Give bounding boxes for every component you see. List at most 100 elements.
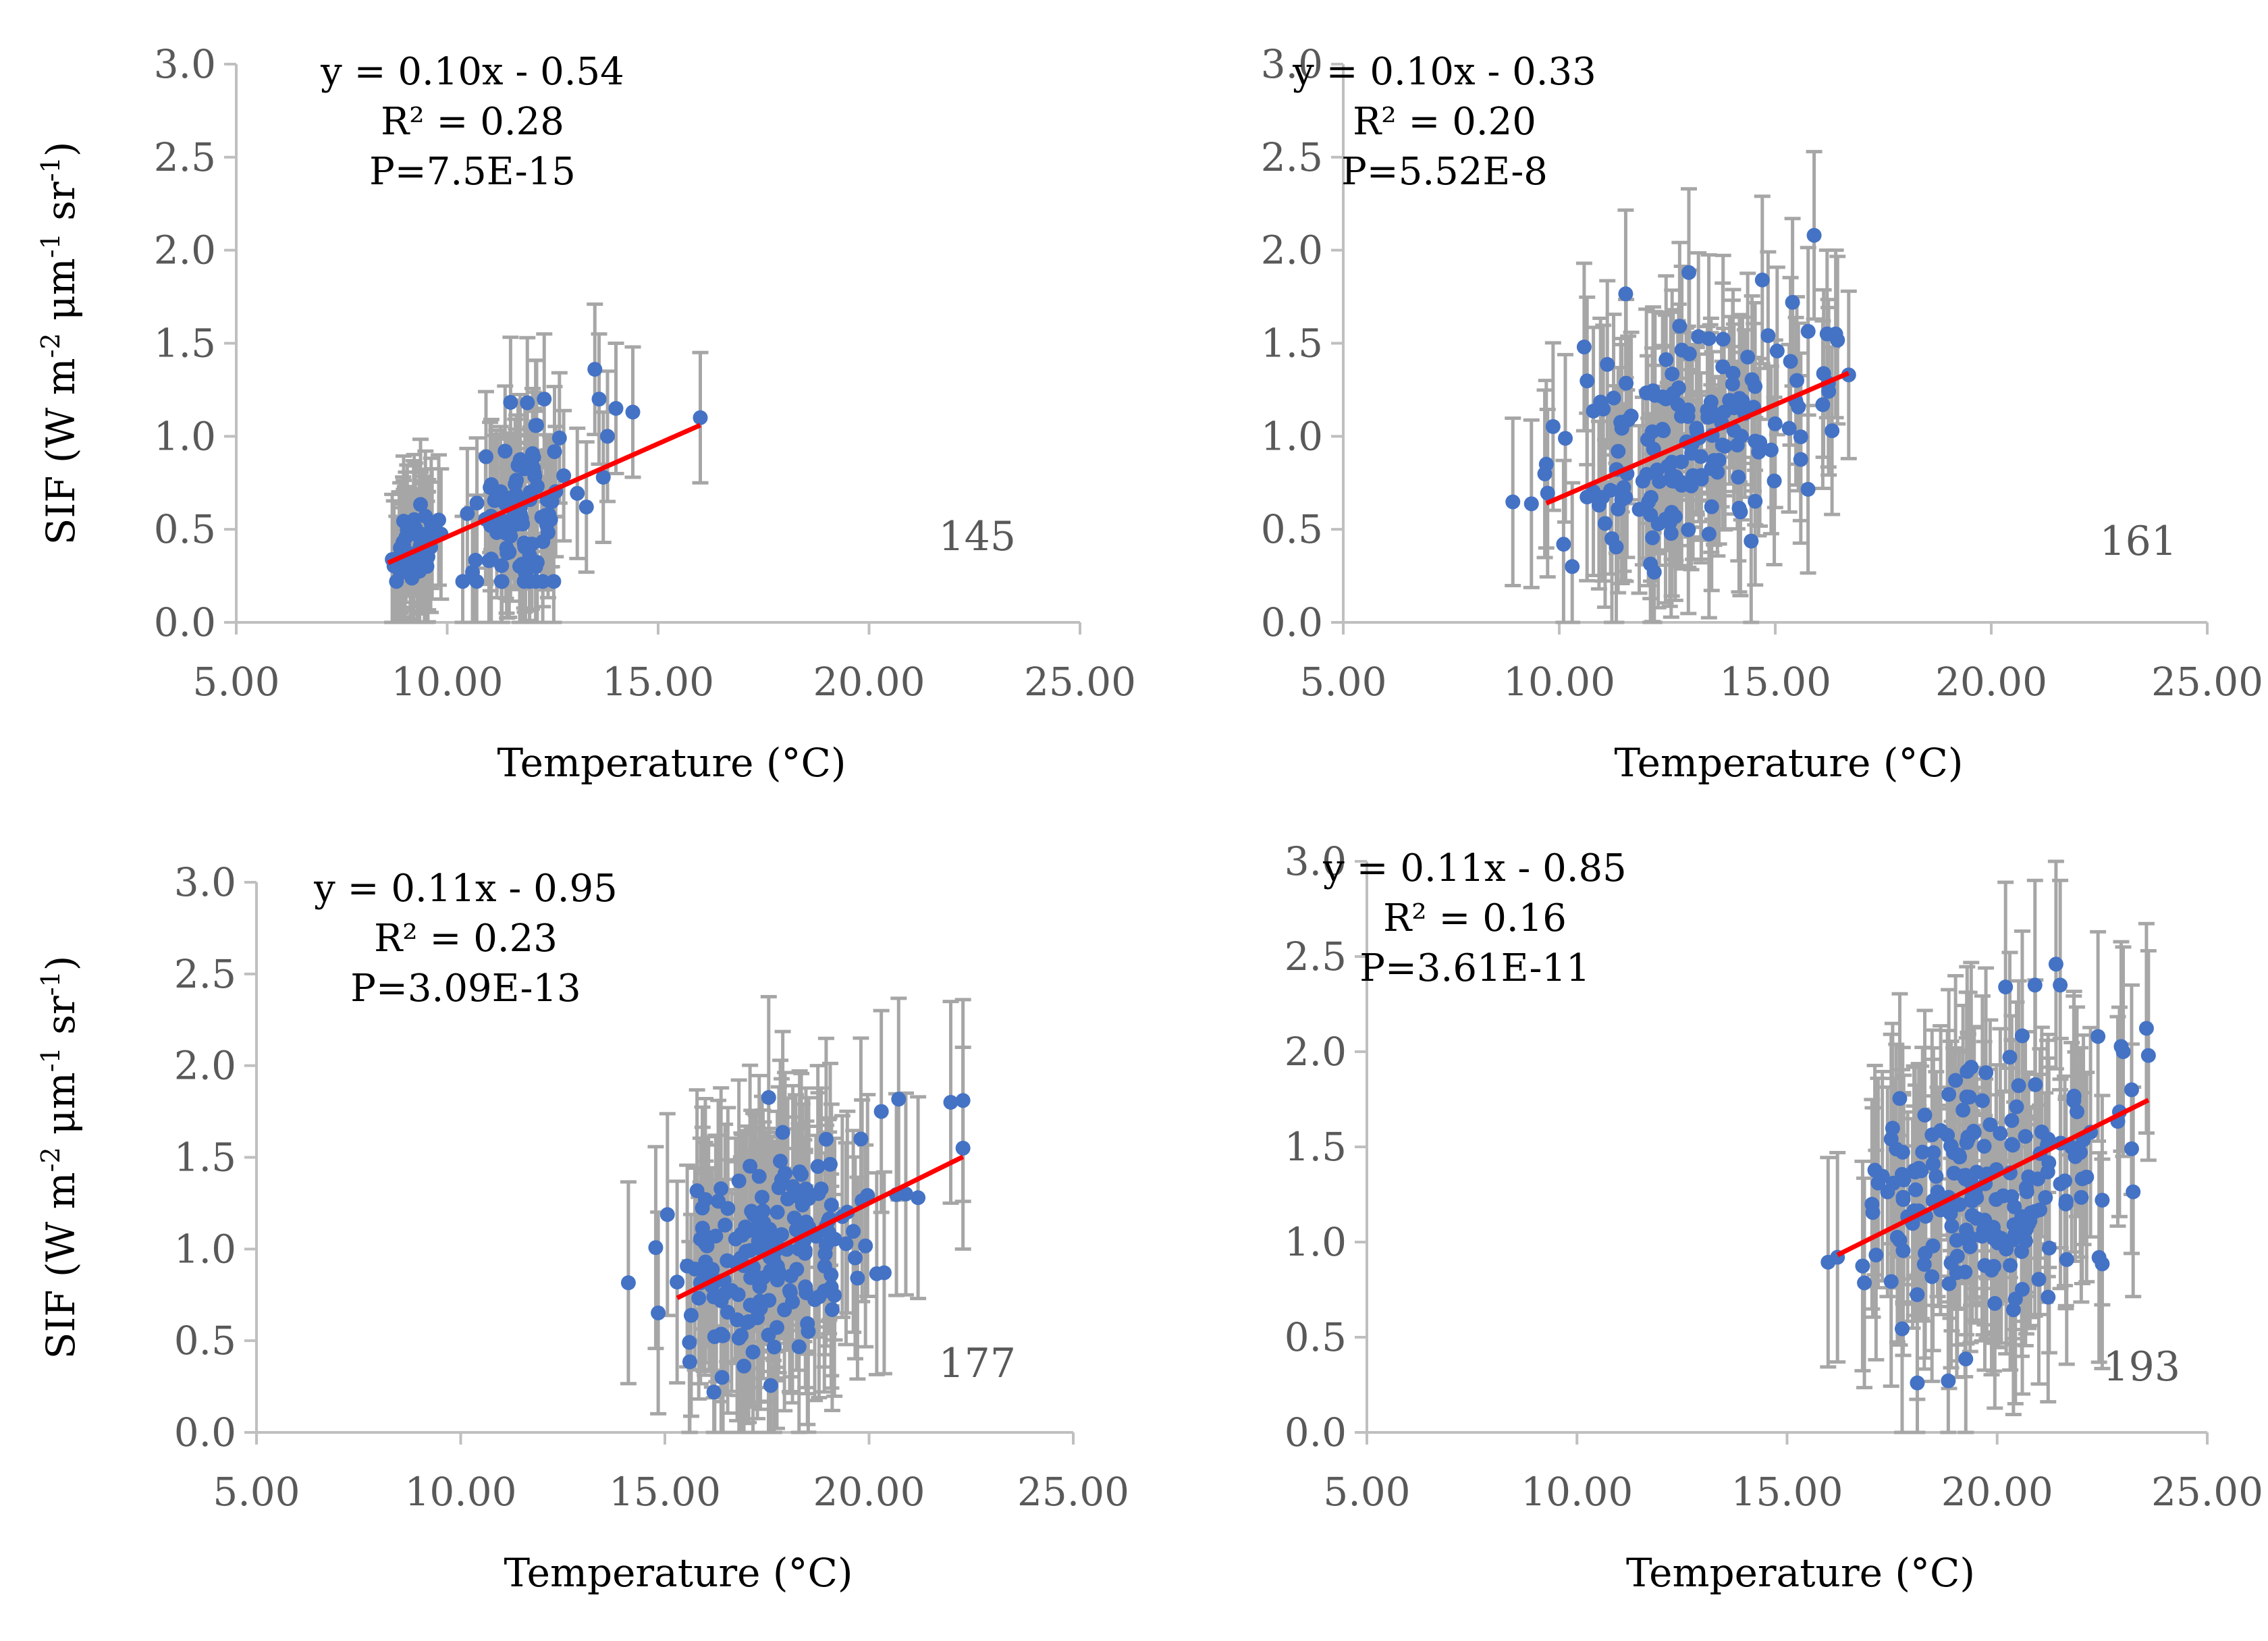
data-point <box>846 1224 861 1239</box>
y-tick-label: 1.0 <box>174 1226 236 1272</box>
regression-annotation-line: R² = 0.20 <box>1353 100 1536 144</box>
data-point <box>1949 1248 1965 1264</box>
data-point <box>838 1236 854 1252</box>
data-point <box>1558 431 1573 446</box>
data-point <box>625 404 641 420</box>
data-point <box>406 512 422 527</box>
data-point <box>1740 349 1756 365</box>
y-tick-label: 2.0 <box>1285 1029 1347 1075</box>
data-point <box>1781 421 1797 436</box>
data-point <box>1604 531 1620 547</box>
regression-annotation-line: y = 0.10x - 0.54 <box>320 50 624 94</box>
data-point <box>1924 1269 1940 1285</box>
data-point <box>1646 441 1661 457</box>
data-point <box>1791 399 1806 414</box>
data-point <box>651 1306 666 1321</box>
data-point <box>1958 1171 1973 1187</box>
data-point <box>1674 408 1690 424</box>
data-point <box>1556 537 1571 552</box>
scatter-chart-day-161: 0.0 0.5 1.0 1.5 2.0 2.5 3.0 5.00 10.00 15.00 20.00… <box>1261 41 2263 786</box>
data-point <box>2074 1171 2090 1187</box>
data-point <box>794 1166 809 1182</box>
x-tick-label: 20.00 <box>1941 1469 2053 1515</box>
data-point <box>1613 414 1629 430</box>
data-point <box>393 560 408 575</box>
data-point <box>570 485 585 501</box>
data-point <box>1631 502 1647 517</box>
y-axis-title: SIF (W m-2 μm-1 sr-1) <box>36 142 84 545</box>
data-point <box>1889 1229 1905 1245</box>
data-point <box>785 1294 801 1310</box>
data-point <box>683 1308 699 1323</box>
x-tick-label: 10.00 <box>391 659 503 705</box>
data-point <box>2064 1139 2080 1155</box>
regression-annotation-line: y = 0.11x - 0.95 <box>313 867 618 911</box>
data-point <box>1505 494 1521 510</box>
data-point <box>847 1250 863 1266</box>
data-point <box>1748 379 1763 394</box>
x-tick-label: 25.00 <box>1017 1469 1129 1515</box>
y-tick-label: 1.5 <box>1261 321 1323 367</box>
data-point <box>1943 1206 1958 1221</box>
data-point <box>2004 1113 2020 1129</box>
data-point <box>591 392 607 407</box>
data-point <box>1946 1165 1962 1181</box>
data-point <box>2011 1078 2026 1094</box>
data-point <box>1670 397 1685 412</box>
data-point <box>766 1339 782 1355</box>
data-point <box>818 1131 834 1147</box>
data-point <box>1611 443 1626 459</box>
data-point <box>736 1358 752 1374</box>
data-point <box>773 1154 788 1169</box>
data-point <box>1681 522 1696 537</box>
data-point <box>1941 1276 1957 1291</box>
y-tick-label: 2.5 <box>1261 134 1323 180</box>
data-point <box>1663 526 1679 541</box>
x-axis-title: Temperature (°C) <box>1626 1550 1975 1596</box>
data-point <box>1766 473 1782 489</box>
data-point <box>1815 397 1831 412</box>
data-point <box>522 574 537 589</box>
data-point <box>693 410 708 425</box>
data-point <box>1671 380 1686 396</box>
data-point <box>771 1264 786 1280</box>
data-point <box>1908 1182 1923 1198</box>
x-tick-label: 15.00 <box>1731 1469 1843 1515</box>
data-point <box>682 1354 697 1370</box>
data-point <box>898 1186 913 1202</box>
data-point <box>778 1166 793 1181</box>
data-point <box>2069 1104 2084 1119</box>
data-point <box>2095 1256 2110 1272</box>
data-point <box>745 1344 761 1360</box>
y-tick-label: 0.5 <box>154 506 216 552</box>
data-point <box>824 1302 840 1318</box>
y-tick-label: 1.0 <box>1261 413 1323 459</box>
data-point <box>731 1173 747 1189</box>
data-point <box>546 574 562 589</box>
data-point <box>1540 485 1555 501</box>
data-point <box>1673 474 1688 489</box>
data-point <box>1924 1127 1940 1143</box>
data-point <box>1523 496 1539 512</box>
data-point <box>2066 1088 2082 1104</box>
data-point <box>911 1190 926 1206</box>
data-point <box>711 1193 726 1209</box>
data-point <box>1731 500 1747 516</box>
data-point <box>1987 1295 2003 1311</box>
data-point <box>1744 533 1759 549</box>
data-point <box>1769 343 1785 358</box>
data-point <box>1828 326 1843 342</box>
y-tick-label: 3.0 <box>154 41 216 87</box>
data-point <box>2038 1190 2053 1206</box>
data-point <box>1978 1065 1994 1081</box>
data-point <box>2021 1169 2036 1185</box>
day-label: 161 <box>2099 518 2177 565</box>
data-point <box>785 1179 801 1194</box>
data-point <box>873 1104 889 1119</box>
data-point <box>2005 1137 2020 1153</box>
data-point <box>822 1156 838 1172</box>
data-point <box>763 1378 778 1393</box>
data-point <box>2019 1184 2034 1200</box>
data-point <box>780 1191 796 1207</box>
data-point <box>955 1140 971 1156</box>
